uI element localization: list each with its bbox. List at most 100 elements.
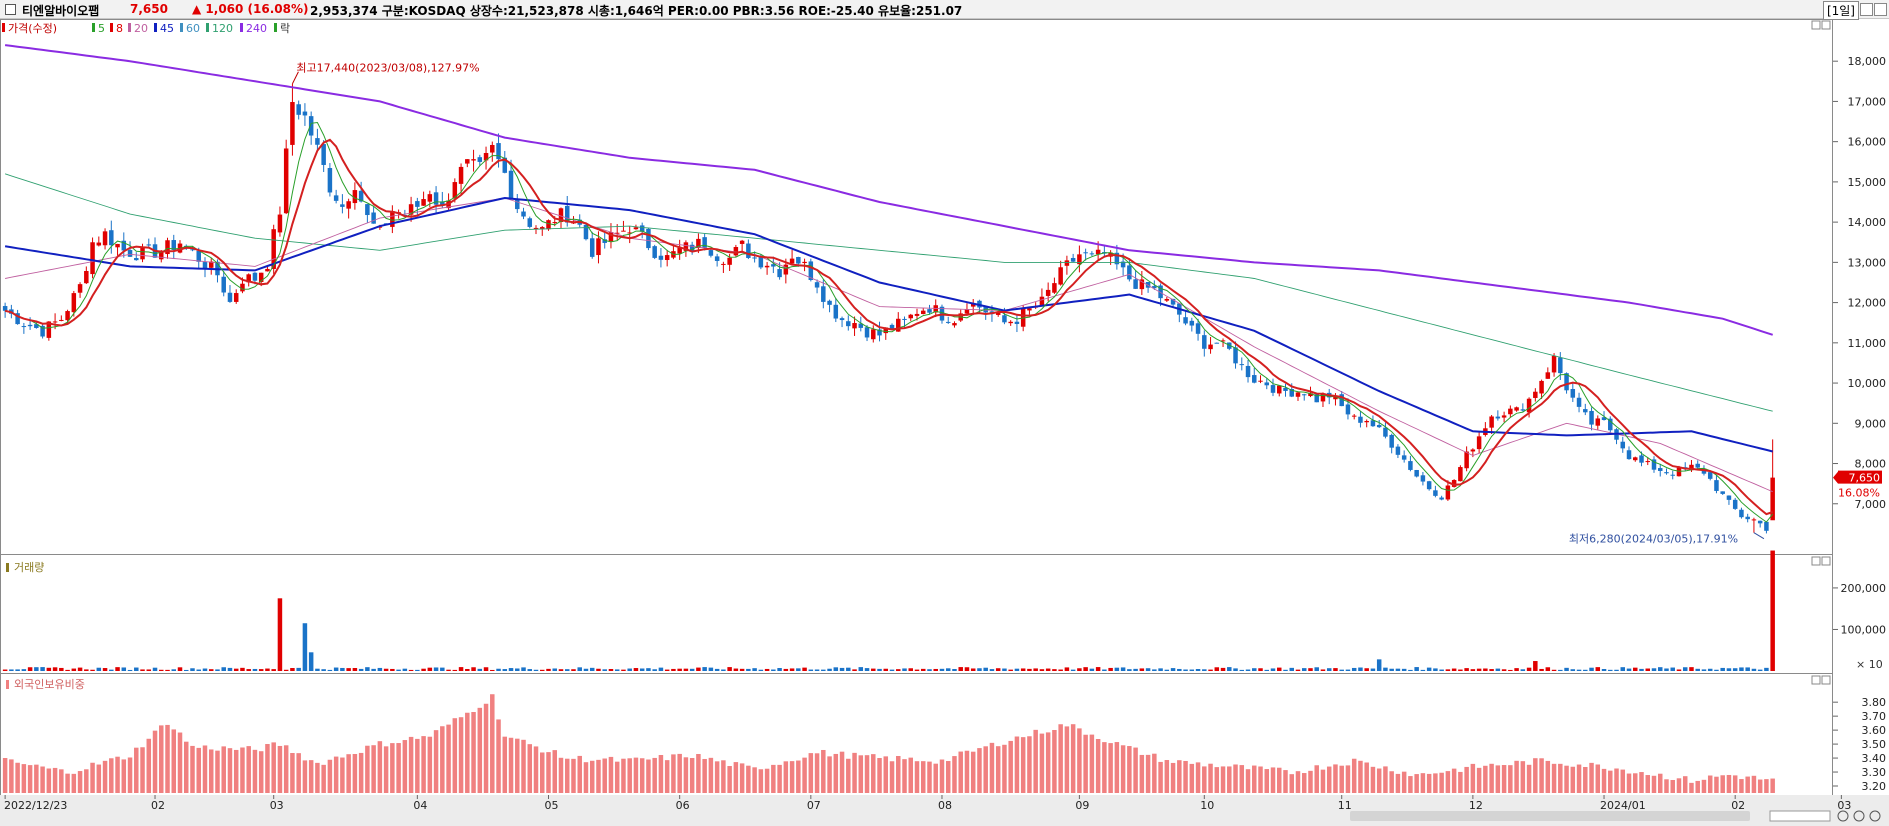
foreign-bar: [596, 759, 601, 793]
volume-bar: [1645, 668, 1650, 671]
foreign-bar: [1308, 770, 1313, 793]
foreign-bar: [1601, 768, 1607, 793]
foreign-bar: [1033, 729, 1038, 793]
foreign-bar: [1389, 771, 1394, 793]
foreign-bar: [1732, 775, 1738, 793]
candle-body: [171, 240, 177, 250]
foreign-bar: [977, 748, 982, 793]
volume-bar: [533, 669, 539, 671]
grid: [0, 19, 1889, 826]
ma8-line: [4, 138, 1774, 516]
candle-body: [746, 243, 751, 258]
candle-body: [1476, 436, 1482, 450]
foreign-bar: [1608, 770, 1613, 793]
foreign-bar: [671, 754, 676, 793]
foreign-bar: [1489, 763, 1494, 793]
volume-bar: [121, 667, 127, 671]
candle-body: [920, 310, 926, 315]
foreign-bar: [958, 751, 963, 793]
candle-body: [1308, 393, 1313, 397]
candle-body: [764, 265, 770, 268]
foreign-tick-label: 3.60: [1862, 724, 1887, 737]
last-price-box: [1838, 470, 1882, 484]
stock-name[interactable]: 티엔알바이오팹: [22, 4, 100, 18]
price-panel[interactable]: [2, 44, 1775, 540]
candle-body: [914, 313, 920, 316]
volume-bar: [983, 667, 988, 671]
minimize-icon[interactable]: [1860, 3, 1873, 16]
candle-body: [1583, 409, 1588, 413]
foreign-bar: [152, 730, 158, 793]
volume-bar: [1657, 667, 1663, 671]
volume-bar: [65, 669, 70, 671]
price-tick-label: 14,000: [1848, 216, 1887, 229]
foreign-bar: [1339, 765, 1344, 793]
foreign-bar: [1464, 766, 1469, 793]
volume-bar: [152, 667, 158, 671]
volume-bar: [808, 669, 814, 671]
candle-body: [427, 194, 433, 202]
foreign-bar: [546, 752, 551, 793]
period-selector[interactable]: [1일]: [1822, 1, 1859, 20]
candle-body: [1195, 323, 1201, 334]
checkbox-icon[interactable]: [5, 4, 16, 15]
foreign-bar: [896, 756, 901, 793]
volume-bar: [40, 667, 45, 671]
candle-body: [452, 182, 458, 199]
volume-bar: [989, 669, 995, 671]
candle-body: [721, 263, 726, 265]
foreign-bar: [477, 707, 483, 793]
candle-body: [777, 269, 782, 278]
foreign-bar: [1714, 776, 1719, 793]
foreign-bar: [390, 743, 395, 793]
volume-bar: [1539, 668, 1544, 671]
candle-body: [846, 321, 851, 327]
foreign-bar: [333, 756, 339, 793]
volume-bar: [346, 668, 351, 671]
date-tick-label: 08: [938, 799, 952, 812]
volume-bar: [833, 667, 839, 671]
candle-body: [40, 325, 45, 337]
foreign-tick-label: 3.30: [1862, 766, 1887, 779]
foreign-bar: [215, 750, 220, 793]
foreign-bar: [383, 746, 389, 793]
stock-chart[interactable]: 7,000 8,000 9,000 10,000 11,000 12,000 13,000 1…: [0, 19, 1889, 826]
candle-body: [84, 270, 89, 284]
volume-bar: [1164, 669, 1170, 671]
price-legend-label: 가격(수정): [8, 22, 57, 35]
volume-panel[interactable]: [2, 550, 1775, 671]
foreign-bar: [758, 769, 764, 793]
foreign-bar: [1283, 770, 1288, 793]
date-tick-label: 02: [1731, 799, 1745, 812]
candle-body: [465, 159, 470, 164]
foreign-bar: [1102, 742, 1107, 793]
candle-body: [196, 250, 201, 262]
foreign-ownership-panel[interactable]: [2, 694, 1775, 793]
volume-bar: [458, 667, 464, 671]
volume-bar: [1239, 669, 1245, 671]
candle-body: [1376, 425, 1382, 428]
volume-bar: [1020, 668, 1026, 671]
volume-bar: [1745, 667, 1750, 671]
candle-body: [1414, 469, 1419, 477]
candle-body: [1183, 317, 1188, 324]
high-pointer: [291, 71, 299, 84]
candle-body: [1277, 385, 1282, 394]
volume-bar: [358, 668, 364, 671]
maximize-icon[interactable]: [1874, 3, 1887, 16]
foreign-bar: [71, 773, 77, 793]
candle-body: [227, 292, 233, 302]
volume-bar: [202, 668, 208, 671]
volume-bar: [1732, 668, 1738, 671]
volume-bar: [134, 667, 139, 671]
candle-body: [440, 201, 445, 206]
foreign-bar: [358, 752, 364, 793]
candle-body: [346, 201, 351, 209]
extra-legend-label: 락: [280, 22, 290, 35]
candle-body: [1770, 477, 1775, 521]
foreign-bar: [184, 741, 189, 793]
foreign-bar: [371, 745, 376, 793]
volume-bar: [421, 668, 426, 671]
candle-body: [677, 247, 682, 254]
volume-bar: [633, 668, 639, 671]
